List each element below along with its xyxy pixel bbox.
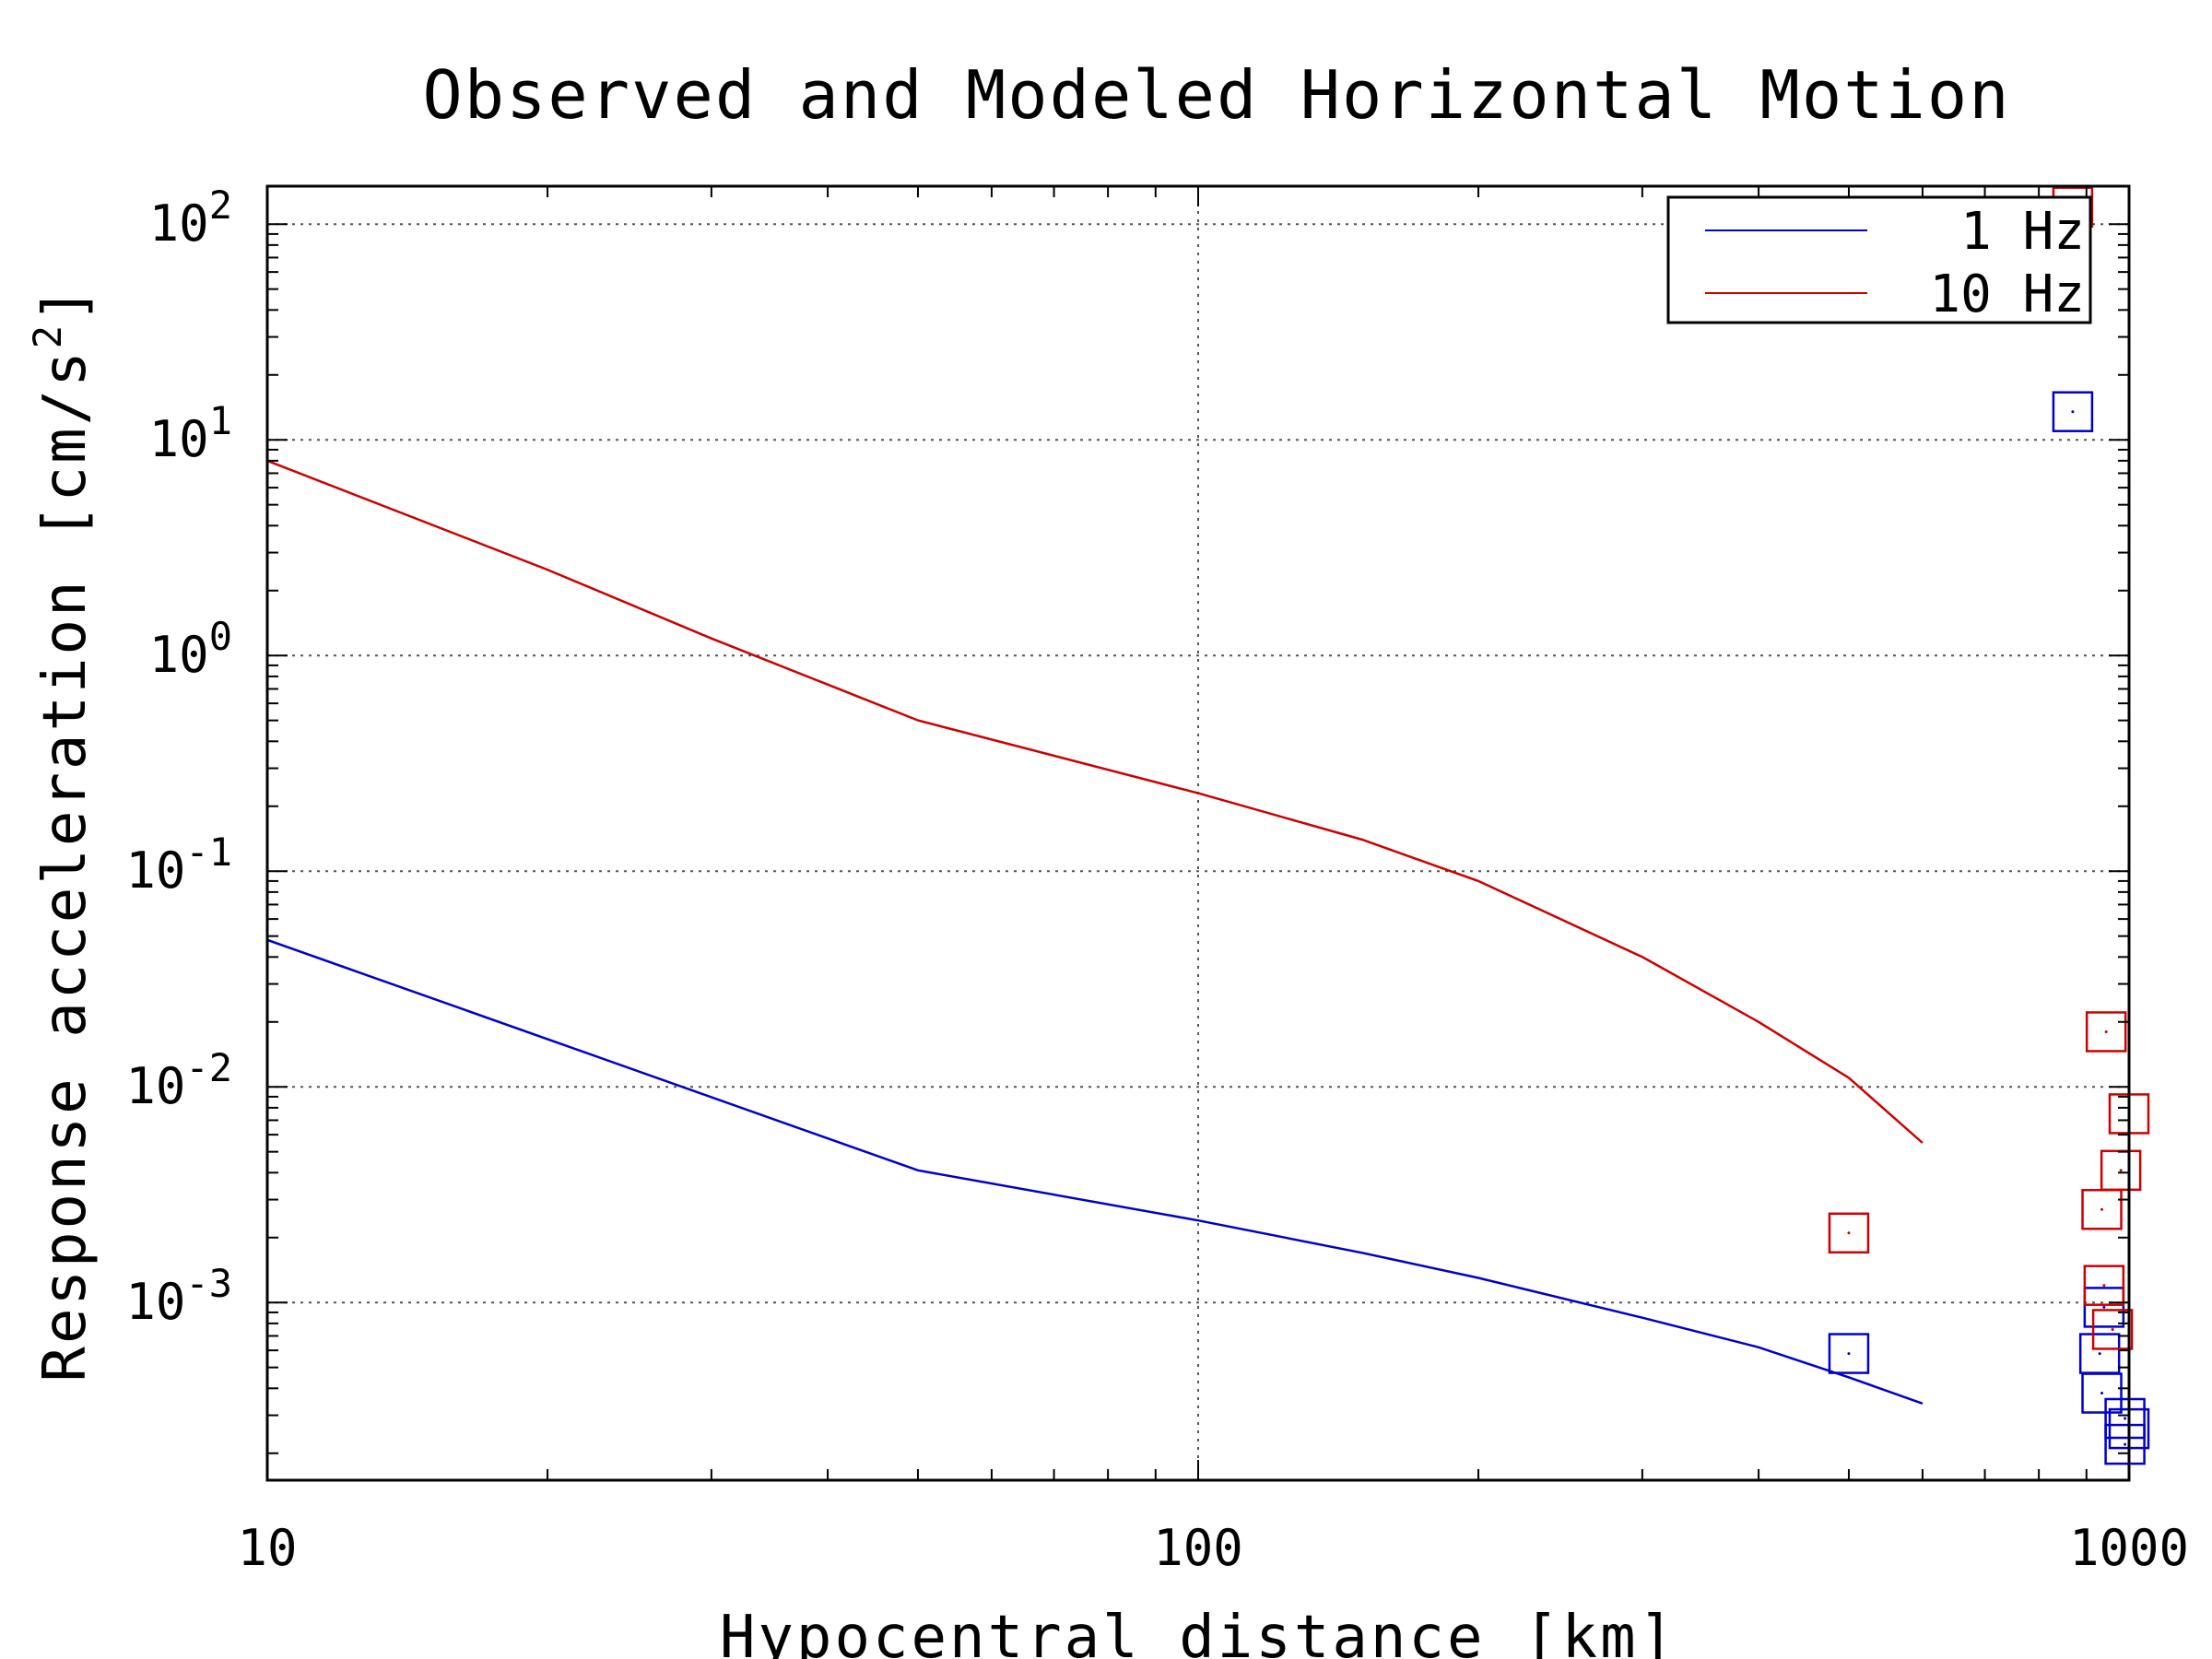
legend: 1 Hz 10 Hz <box>1666 195 2092 324</box>
y-tick-label-exp: -1 <box>185 830 232 875</box>
y-tick-label: 10-3 <box>125 1261 232 1331</box>
y-tick-label-base: 10 <box>125 1057 185 1115</box>
legend-label-10hz: 10 Hz <box>1929 265 2085 324</box>
x-axis-label: Hypocentral distance [km] <box>720 1604 1677 1659</box>
x-tick-labels: 10 100 1000 <box>237 1519 2189 1577</box>
observed-point-dot-1 <box>2104 1030 2108 1033</box>
y-axis-label-end: ] <box>31 284 100 323</box>
grid <box>267 186 2129 1480</box>
y-tick-label-base: 10 <box>149 626 209 684</box>
y-tick-label: 101 <box>149 398 232 468</box>
y-tick-label-exp: -2 <box>185 1045 232 1090</box>
y-axis-label-main: Response acceleration [cm/s <box>31 348 100 1382</box>
y-tick-label: 10-1 <box>125 830 232 900</box>
y-tick-label-base: 10 <box>125 841 185 900</box>
observed-point-dot-0 <box>2124 1417 2127 1420</box>
chart-title: Observed and Modeled Horizontal Motion <box>422 56 2010 134</box>
observed-point-dot-0 <box>2102 1305 2106 1309</box>
y-axis-label: Response acceleration [cm/s2] <box>25 284 100 1382</box>
observed-point-dot-0 <box>2071 410 2075 414</box>
y-tick-label-exp: 2 <box>209 182 232 228</box>
y-tick-label-exp: 0 <box>209 614 232 659</box>
ticks <box>266 186 2129 1480</box>
observed-point-dot-1 <box>2102 1284 2106 1288</box>
y-tick-label: 10-2 <box>125 1045 232 1115</box>
observed-point-0 <box>2104 1423 2146 1465</box>
legend-box <box>1666 195 2092 324</box>
observed-point-0 <box>2083 1287 2125 1328</box>
y-tick-label-exp: -3 <box>185 1261 232 1306</box>
observed-markers <box>1828 186 2150 1465</box>
observed-point-dot-1 <box>2111 1327 2114 1331</box>
observed-point-0 <box>2052 391 2094 432</box>
observed-point-1 <box>2083 1265 2125 1306</box>
x-tick-label: 10 <box>237 1519 297 1577</box>
y-tick-label: 102 <box>149 182 232 253</box>
observed-point-1 <box>2081 1189 2123 1230</box>
y-tick-label-base: 10 <box>149 410 209 468</box>
observed-point-0 <box>2081 1372 2123 1414</box>
y-tick-label-base: 10 <box>125 1273 185 1331</box>
x-tick-label: 1000 <box>2069 1519 2189 1577</box>
observed-point-1 <box>1828 1212 1870 1254</box>
observed-point-1 <box>2091 1309 2134 1350</box>
observed-point-dot-1 <box>2100 1207 2104 1211</box>
legend-label-1hz: 1 Hz <box>1960 202 2085 262</box>
observed-point-0 <box>2104 1397 2146 1440</box>
observed-point-dot-0 <box>2098 1352 2101 1356</box>
x-tick-label: 100 <box>1153 1519 1243 1577</box>
y-tick-label-exp: 1 <box>209 398 232 443</box>
observed-point-dot-1 <box>2119 1169 2123 1172</box>
y-tick-label: 100 <box>149 614 232 684</box>
observed-point-dot-0 <box>2100 1392 2104 1395</box>
observed-point-dot-1 <box>1847 1231 1851 1235</box>
series-line-1 <box>266 459 1924 1144</box>
observed-point-dot-0 <box>2124 1442 2127 1446</box>
series-lines <box>266 459 1924 1405</box>
y-axis-label-sup: 2 <box>25 323 70 348</box>
observed-point-dot-0 <box>1847 1352 1851 1356</box>
series-line-0 <box>266 938 1924 1405</box>
observed-point-0 <box>1828 1333 1870 1374</box>
y-tick-label-base: 10 <box>149 194 209 253</box>
observed-point-1 <box>2085 1011 2127 1053</box>
